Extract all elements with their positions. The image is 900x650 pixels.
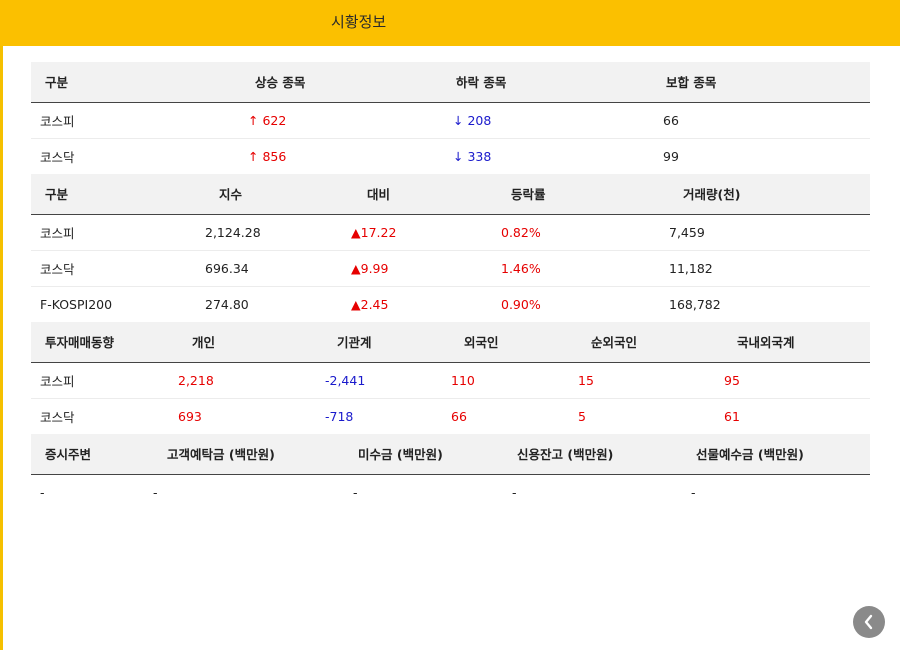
table-row: 코스닥 696.34 ▲9.99 1.46% 11,182	[31, 250, 870, 287]
table-row: 코스닥 693 -718 66 5 61	[31, 398, 870, 435]
col-header-credit-balance: 신용잔고 (백만원)	[512, 434, 691, 475]
index-table: 구분 지수 대비 등락률 거래량(천) 코스피 2,124.28 ▲17.22 …	[31, 174, 870, 323]
col-header-investor: 투자매매동향	[31, 322, 178, 363]
page-title: 시황정보	[331, 13, 387, 31]
index-value: 274.80	[205, 286, 351, 323]
unchanged-count: 66	[663, 102, 870, 139]
index-value: 696.34	[205, 250, 351, 287]
market-surroundings-table: 증시주변 고객예탁금 (백만원) 미수금 (백만원) 신용잔고 (백만원) 선물…	[31, 434, 870, 510]
foreign-value: 66	[451, 398, 578, 435]
row-label: F-KOSPI200	[31, 286, 205, 323]
investor-trend-table: 투자매매동향 개인 기관계 외국인 순외국인 국내외국계 코스피 2,218 -…	[31, 322, 870, 435]
col-header-institution: 기관계	[325, 322, 451, 363]
rate-value: 0.82%	[495, 214, 669, 251]
table-row: F-KOSPI200 274.80 ▲2.45 0.90% 168,782	[31, 286, 870, 323]
back-button[interactable]	[853, 606, 885, 638]
institution-value: -718	[325, 398, 451, 435]
receivables-value: -	[353, 484, 358, 500]
col-header-category: 구분	[31, 62, 241, 103]
table-row: 코스피 2,218 -2,441 110 15 95	[31, 362, 870, 399]
col-header-futures-deposits: 선물예수금 (백만원)	[691, 434, 870, 475]
advance-decline-table: 구분 상승 종목 하락 종목 보합 종목 코스피 ↑ 622 ↓ 208 66 …	[31, 62, 870, 175]
customer-surroundings-value: -	[40, 484, 45, 500]
domestic-foreign-value: 95	[724, 362, 870, 399]
falling-count: ↓ 208	[453, 102, 663, 139]
change-value: ▲9.99	[351, 250, 495, 287]
domestic-foreign-value: 61	[724, 398, 870, 435]
net-foreign-value: 15	[578, 362, 724, 399]
col-header-individual: 개인	[178, 322, 325, 363]
col-header-surroundings: 증시주변	[31, 434, 153, 475]
col-header-domestic-foreign: 국내외국계	[724, 322, 870, 363]
institution-value: -2,441	[325, 362, 451, 399]
col-header-rate: 등락률	[495, 174, 669, 215]
table-row: 코스닥 ↑ 856 ↓ 338 99	[31, 138, 870, 175]
row-label: 코스닥	[31, 250, 205, 287]
foreign-value: 110	[451, 362, 578, 399]
index-value: 2,124.28	[205, 214, 351, 251]
app-header: 시황정보	[0, 0, 900, 46]
volume-value: 11,182	[669, 250, 870, 287]
row-label: 코스피	[31, 102, 241, 139]
row-label: 코스피	[31, 214, 205, 251]
col-header-falling: 하락 종목	[453, 62, 663, 103]
col-header-customer-deposits: 고객예탁금 (백만원)	[153, 434, 353, 475]
individual-value: 693	[178, 398, 325, 435]
col-header-category: 구분	[31, 174, 205, 215]
col-header-volume: 거래량(천)	[669, 174, 870, 215]
col-header-foreign: 외국인	[451, 322, 578, 363]
rising-count: ↑ 856	[241, 138, 453, 175]
table-header-row: 구분 상승 종목 하락 종목 보합 종목	[31, 62, 870, 103]
table-header-row: 구분 지수 대비 등락률 거래량(천)	[31, 174, 870, 215]
credit-balance-value: -	[512, 484, 517, 500]
customer-deposits-value: -	[153, 484, 158, 500]
col-header-net-foreign: 순외국인	[578, 322, 724, 363]
market-info-content: 구분 상승 종목 하락 종목 보합 종목 코스피 ↑ 622 ↓ 208 66 …	[3, 46, 900, 650]
change-value: ▲17.22	[351, 214, 495, 251]
col-header-rising: 상승 종목	[241, 62, 453, 103]
row-label: 코스피	[31, 362, 178, 399]
col-header-index: 지수	[205, 174, 351, 215]
table-row: 코스피 ↑ 622 ↓ 208 66	[31, 102, 870, 139]
change-value: ▲2.45	[351, 286, 495, 323]
net-foreign-value: 5	[578, 398, 724, 435]
unchanged-count: 99	[663, 138, 870, 175]
table-header-row: 투자매매동향 개인 기관계 외국인 순외국인 국내외국계	[31, 322, 870, 363]
rate-value: 0.90%	[495, 286, 669, 323]
rate-value: 1.46%	[495, 250, 669, 287]
chevron-left-icon	[864, 614, 873, 630]
futures-deposits-value: -	[691, 484, 696, 500]
volume-value: 168,782	[669, 286, 870, 323]
col-header-change: 대비	[351, 174, 495, 215]
table-row: - - - - -	[31, 474, 870, 510]
col-header-receivables: 미수금 (백만원)	[353, 434, 512, 475]
row-label: 코스닥	[31, 398, 178, 435]
table-header-row: 증시주변 고객예탁금 (백만원) 미수금 (백만원) 신용잔고 (백만원) 선물…	[31, 434, 870, 475]
rising-count: ↑ 622	[241, 102, 453, 139]
row-label: 코스닥	[31, 138, 241, 175]
volume-value: 7,459	[669, 214, 870, 251]
falling-count: ↓ 338	[453, 138, 663, 175]
col-header-unchanged: 보합 종목	[663, 62, 870, 103]
individual-value: 2,218	[178, 362, 325, 399]
table-row: 코스피 2,124.28 ▲17.22 0.82% 7,459	[31, 214, 870, 251]
